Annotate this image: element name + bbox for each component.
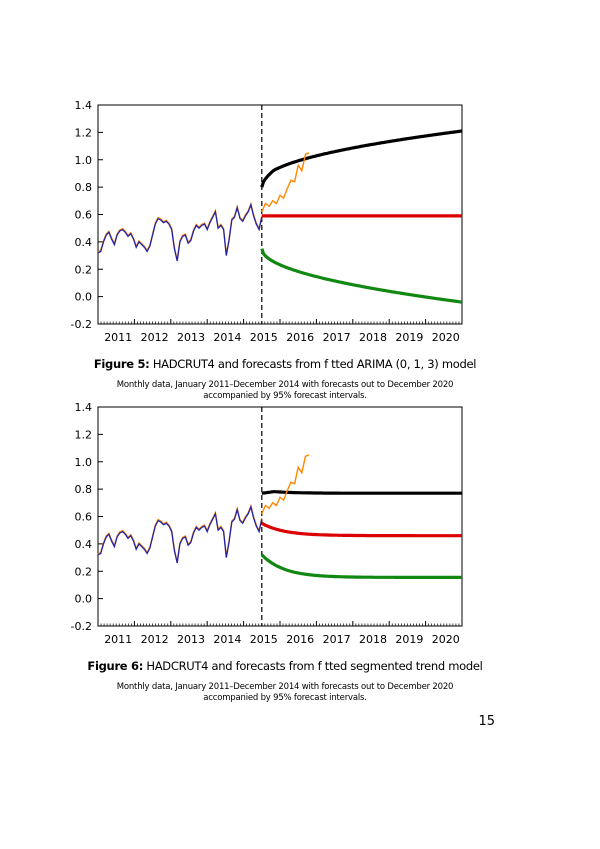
- x-tick-label: 2012: [141, 633, 169, 646]
- actual-extension-line: [261, 454, 310, 515]
- plot-frame: [97, 406, 463, 627]
- figure-5-caption: Figure 5: HADCRUT4 and forecasts from f …: [60, 357, 510, 371]
- fitted-series-line: [97, 503, 263, 563]
- x-tick-label: 2013: [177, 633, 205, 646]
- x-tick-label: 2011: [104, 331, 132, 344]
- y-tick-label: 0.4: [75, 538, 93, 551]
- y-tick-label: 1.2: [75, 428, 93, 441]
- y-tick-label: -0.2: [71, 318, 92, 331]
- x-tick-label: 2020: [432, 633, 460, 646]
- x-tick-label: 2014: [213, 331, 241, 344]
- point-forecast-line: [261, 521, 462, 538]
- figure-5-chart: -0.2 0.0 0.2 0.4 0.6 0.8 1.0 1.2 1.4 2011 2012 2013…: [60, 96, 480, 346]
- y-tick-label: 0.8: [75, 483, 93, 496]
- observed-series-line: [97, 504, 263, 564]
- lower-interval-line: [260, 553, 462, 579]
- figure-5-svg: -0.2 0.0 0.2 0.4 0.6 0.8 1.0 1.2 1.4 2011 2012 2013…: [71, 99, 463, 344]
- fitted-series-line: [97, 201, 263, 261]
- figure-6-subcaption: Monthly data, January 2011–December 2014…: [60, 682, 510, 704]
- y-tick-label: 0.0: [75, 291, 93, 304]
- figure-5-subcaption-line2: accompanied by 95% forecast intervals.: [203, 391, 367, 401]
- y-tick-label: 0.2: [75, 263, 93, 276]
- x-tick-label: 2016: [286, 633, 314, 646]
- y-tick-label: 1.4: [75, 401, 93, 414]
- y-tick-label: 1.0: [75, 456, 93, 469]
- x-tick-label: 2018: [359, 633, 387, 646]
- x-tick-label: 2015: [250, 633, 278, 646]
- x-tick-label: 2011: [104, 633, 132, 646]
- figure-6-caption: Figure 6: HADCRUT4 and forecasts from f …: [60, 659, 510, 673]
- x-tick-label: 2018: [359, 331, 387, 344]
- x-tick-label: 2014: [213, 633, 241, 646]
- y-tick-label: 0.0: [75, 593, 93, 606]
- lower-interval-line: [260, 248, 463, 304]
- figure-5-caption-text: HADCRUT4 and forecasts from f tted ARIMA…: [152, 357, 477, 371]
- y-tick-label: 0.4: [75, 236, 93, 249]
- x-tick-label: 2015: [250, 331, 278, 344]
- x-tick-label: 2017: [323, 331, 351, 344]
- figure-5-subcaption-line1: Monthly data, January 2011–December 2014…: [116, 380, 454, 390]
- y-tick-label: 1.0: [75, 154, 93, 167]
- x-tick-label: 2017: [323, 633, 351, 646]
- x-tick-label: 2019: [395, 633, 423, 646]
- x-tick-label: 2019: [395, 331, 423, 344]
- figure-6-label: Figure 6:: [87, 659, 144, 673]
- figure-6-svg: -0.2 0.0 0.2 0.4 0.6 0.8 1.0 1.2 1.4 2011 2012 2013…: [71, 401, 463, 646]
- y-tick-label: 0.2: [75, 565, 93, 578]
- upper-interval-line: [260, 129, 463, 188]
- y-tick-label: 0.6: [75, 209, 93, 222]
- x-tick-label: 2012: [141, 331, 169, 344]
- y-tick-label: -0.2: [71, 620, 92, 633]
- x-tick-label: 2020: [432, 331, 460, 344]
- figure-6-subcaption-line1: Monthly data, January 2011–December 2014…: [116, 682, 454, 692]
- y-tick-label: 0.8: [75, 181, 93, 194]
- y-tick-label: 1.2: [75, 126, 93, 139]
- y-tick-label: 0.6: [75, 511, 93, 524]
- actual-extension-line: [261, 152, 310, 213]
- figure-6-chart: -0.2 0.0 0.2 0.4 0.6 0.8 1.0 1.2 1.4 2011 2012 2013…: [60, 398, 480, 648]
- figure-6-subcaption-line2: accompanied by 95% forecast intervals.: [203, 693, 367, 703]
- figure-6-caption-text: HADCRUT4 and forecasts from f tted segme…: [146, 659, 483, 673]
- figure-5-label: Figure 5:: [93, 357, 150, 371]
- observed-series-line: [97, 202, 263, 262]
- upper-interval-line: [261, 490, 462, 495]
- figure-5-subcaption: Monthly data, January 2011–December 2014…: [60, 380, 510, 402]
- y-tick-label: 1.4: [75, 99, 93, 112]
- page-number: 15: [478, 714, 495, 729]
- x-tick-label: 2013: [177, 331, 205, 344]
- x-tick-label: 2016: [286, 331, 314, 344]
